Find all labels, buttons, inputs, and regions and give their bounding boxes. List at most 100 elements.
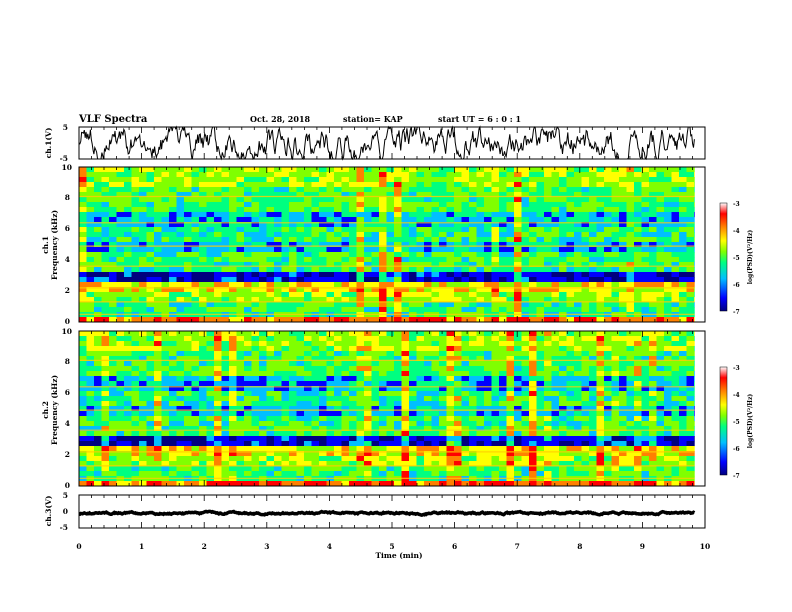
spectrogram-cell <box>416 287 425 293</box>
spectrogram-cell <box>469 262 477 268</box>
spectrogram-cell <box>634 227 642 233</box>
spectrogram-cell <box>169 197 177 203</box>
spectrogram-cell <box>431 386 440 392</box>
spectrogram-cell <box>184 192 192 198</box>
spectrogram-cell <box>604 371 612 377</box>
spectrogram-cell <box>259 416 267 422</box>
spectrogram-cell <box>641 391 650 397</box>
spectrogram-cell <box>101 232 110 238</box>
spectrogram-cell <box>589 217 597 223</box>
spectrogram-cell <box>401 391 410 397</box>
spectrogram-cell <box>424 391 432 397</box>
spectrogram-cell <box>416 331 425 337</box>
spectrogram-cell <box>619 212 627 218</box>
spectrogram-cell <box>506 466 515 472</box>
spectrogram-cell <box>484 331 492 337</box>
spectrogram-cell <box>281 257 290 263</box>
spectrogram-cell <box>394 406 402 412</box>
spectrogram-cell <box>476 361 485 367</box>
spectrogram-cell <box>424 451 432 457</box>
spectrogram-cell <box>529 282 537 288</box>
spectrogram-cell <box>664 242 672 248</box>
spectrogram-cell <box>521 202 530 208</box>
spectrogram-cell <box>364 222 372 228</box>
spectrogram-cell <box>476 197 485 203</box>
spectrogram-cell <box>356 182 365 188</box>
spectrogram-cell <box>596 282 605 288</box>
spectrogram-cell <box>529 167 537 173</box>
spectrogram-cell <box>281 336 290 342</box>
spectrogram-cell <box>169 471 177 477</box>
spectrogram-cell <box>311 416 320 422</box>
spectrogram-cell <box>469 207 477 213</box>
spectrogram-cell <box>229 237 237 243</box>
spectrogram-cell <box>154 182 162 188</box>
spectrogram-cell <box>424 416 432 422</box>
spectrogram-cell <box>86 471 95 477</box>
spectrogram-cell <box>604 431 612 437</box>
spectrogram-cell <box>424 272 432 278</box>
spectrogram-cell <box>581 446 590 452</box>
spectrogram-cell <box>289 167 297 173</box>
spectrogram-cell <box>521 182 530 188</box>
spectrogram-cell <box>116 252 125 258</box>
spectrogram-cell <box>274 341 282 347</box>
spectrogram-cell <box>199 167 207 173</box>
spectrogram-cell <box>311 451 320 457</box>
spectrogram-cell <box>161 421 170 427</box>
spectrogram-cell <box>371 252 380 258</box>
spectrogram-cell <box>326 292 335 298</box>
spectrogram-cell <box>574 356 582 362</box>
spectrogram-cell <box>161 252 170 258</box>
spectrogram-cell <box>116 167 125 173</box>
spectrogram-cell <box>484 386 492 392</box>
spectrogram-cell <box>281 192 290 198</box>
spectrogram-cell <box>244 227 252 233</box>
spectrogram-cell <box>281 331 290 337</box>
spectrogram-cell <box>499 471 507 477</box>
spectrogram-cell <box>296 451 305 457</box>
spectrogram-cell <box>184 331 192 337</box>
spectrogram-cell <box>536 237 545 243</box>
spectrogram-cell <box>154 471 162 477</box>
spectrogram-cell <box>551 207 560 213</box>
spectrogram-cell <box>244 356 252 362</box>
spectrogram-cell <box>634 376 642 382</box>
spectrogram-cell <box>551 336 560 342</box>
spectrogram-cell <box>499 456 507 462</box>
spectrogram-cell <box>446 406 455 412</box>
spectrogram-cell <box>664 232 672 238</box>
spectrogram-cell <box>311 192 320 198</box>
spectrogram-cell <box>641 252 650 258</box>
spectrogram-cell <box>356 461 365 467</box>
spectrogram-cell <box>311 227 320 233</box>
spectrogram-cell <box>409 272 417 278</box>
spectrogram-cell <box>536 182 545 188</box>
spectrogram-cell <box>236 227 245 233</box>
spectrogram-cell <box>289 277 297 283</box>
spectrogram-cell <box>296 411 305 417</box>
spectrogram-cell <box>454 317 462 322</box>
spectrogram-cell <box>259 297 267 303</box>
spectrogram-cell <box>221 292 230 298</box>
spectrogram-cell <box>634 262 642 268</box>
spectrogram-cell <box>619 302 627 308</box>
spectrogram-cell <box>529 172 537 178</box>
spectrogram-cell <box>529 431 537 437</box>
spectrogram-cell <box>326 406 335 412</box>
spectrogram-cell <box>154 441 162 447</box>
spectrogram-cell <box>94 361 102 367</box>
spectrogram-cell <box>86 272 95 278</box>
spectrogram-cell <box>424 356 432 362</box>
spectrogram-cell <box>206 292 215 298</box>
spectrogram-cell <box>394 192 402 198</box>
spectrogram-cell <box>86 436 95 442</box>
spectrogram-cell <box>386 356 395 362</box>
spectrogram-cell <box>461 277 470 283</box>
spectrogram-cell <box>529 277 537 283</box>
spectrogram-cell <box>161 267 170 273</box>
spectrogram-cell <box>304 331 312 337</box>
spectrogram-cell <box>551 232 560 238</box>
spectrogram-cell <box>551 356 560 362</box>
spectrogram-cell <box>679 172 687 178</box>
